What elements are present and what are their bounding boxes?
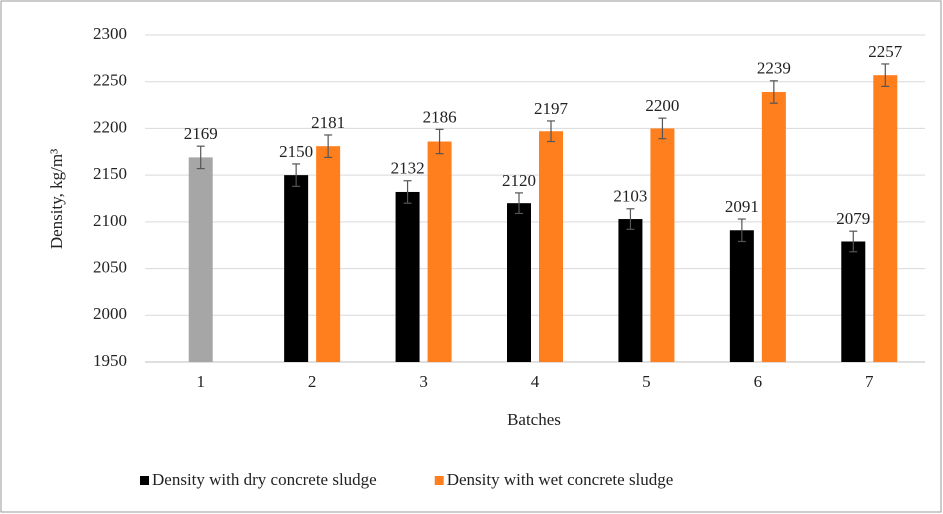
data-label: 2181	[311, 113, 345, 132]
bar	[761, 91, 786, 363]
legend-swatch	[434, 476, 444, 485]
data-label: 2120	[502, 171, 536, 190]
x-tick-label: 6	[754, 372, 763, 391]
legend-label: Density with wet concrete sludge	[447, 470, 674, 489]
bar	[316, 146, 341, 362]
data-label: 2239	[757, 59, 791, 78]
bar	[507, 203, 531, 362]
x-tick-label: 5	[642, 372, 651, 391]
x-tick-label: 7	[865, 372, 874, 391]
y-tick-label: 2150	[93, 164, 127, 183]
y-tick-label: 2200	[93, 117, 127, 136]
y-tick-label: 1950	[93, 351, 127, 370]
y-tick-label: 2050	[93, 257, 127, 276]
bar	[873, 75, 898, 362]
data-label: 2197	[534, 99, 569, 118]
y-tick-label: 2300	[93, 24, 127, 43]
bar	[729, 230, 754, 362]
bar	[841, 241, 866, 362]
bar	[284, 175, 309, 362]
x-tick-label: 2	[308, 372, 317, 391]
bar	[618, 219, 643, 362]
legend-label: Density with dry concrete sludge	[152, 470, 377, 489]
data-label: 2132	[391, 159, 425, 178]
bar	[188, 157, 213, 362]
bar	[650, 128, 675, 362]
x-tick-label: 4	[531, 372, 540, 391]
y-tick-label: 2100	[93, 211, 127, 230]
y-axis-title: Density, kg/m³	[47, 149, 66, 249]
data-label: 2091	[725, 197, 759, 216]
data-label: 2169	[184, 124, 218, 143]
bar	[539, 131, 563, 362]
bar	[395, 191, 420, 362]
y-tick-label: 2000	[93, 304, 127, 323]
y-tick-label: 2250	[93, 71, 127, 90]
x-tick-label: 1	[196, 372, 205, 391]
data-label: 2150	[279, 142, 313, 161]
x-axis-title: Batches	[507, 410, 561, 429]
data-label: 2079	[836, 209, 870, 228]
data-label: 2200	[645, 96, 679, 115]
bar	[427, 141, 452, 362]
data-label: 2103	[613, 187, 647, 206]
legend-swatch	[140, 476, 149, 485]
data-label: 2186	[423, 107, 457, 126]
x-tick-label: 3	[419, 372, 428, 391]
data-label: 2257	[868, 42, 903, 61]
